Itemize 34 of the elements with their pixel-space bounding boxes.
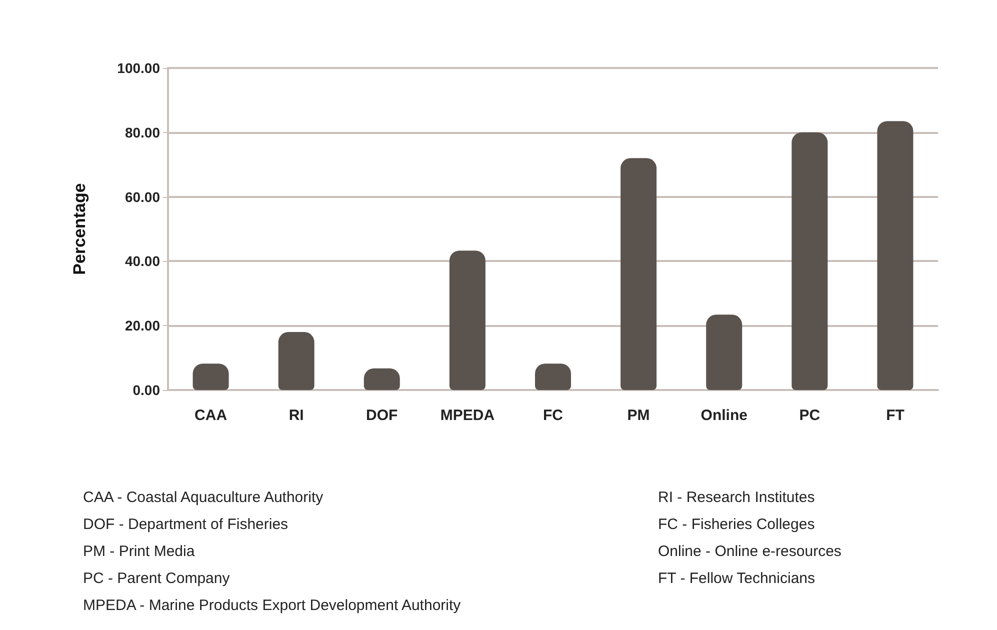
x-tick-label: MPEDA [440, 407, 495, 424]
x-tick-label: FC [543, 407, 564, 424]
x-tick-label: PC [799, 407, 820, 424]
x-tick-label: Online [700, 407, 748, 424]
bar [877, 121, 914, 390]
y-axis-title: Percentage [70, 183, 89, 275]
y-tick-label: 0.00 [132, 382, 160, 398]
text: DOF - Department of Fisheries [83, 516, 288, 533]
text: PM - Print Media [83, 543, 196, 560]
y-tick-label: 40.00 [124, 253, 160, 270]
bar [535, 364, 571, 390]
text: FT - Fellow Technicians [658, 570, 816, 587]
y-tick-label: 100.00 [117, 60, 160, 76]
bar [364, 368, 400, 390]
text: RI - Research Institutes [658, 489, 815, 506]
bar [449, 250, 486, 390]
bar [706, 314, 742, 390]
x-tick-label: PM [627, 407, 650, 424]
x-tick-label: FT [886, 407, 904, 424]
bar [620, 158, 657, 390]
x-tick-label: CAA [194, 407, 228, 424]
text: CAA - Coastal Aquaculture Authority [83, 489, 324, 506]
text: MPEDA - Marine Products Export Development Authority [83, 597, 462, 614]
text: PC - Parent Company [83, 570, 230, 587]
y-tick-label: 60.00 [124, 188, 160, 205]
x-tick-label: RI [288, 407, 304, 424]
bar [278, 332, 314, 390]
text: FC - Fisheries Colleges [658, 516, 815, 533]
text: Online - Online e-resources [658, 543, 842, 560]
y-tick-label: 20.00 [124, 318, 160, 334]
bar [192, 364, 229, 390]
x-tick-label: DOF [366, 407, 398, 424]
y-tick-label: 80.00 [124, 124, 160, 140]
bar [792, 132, 828, 390]
